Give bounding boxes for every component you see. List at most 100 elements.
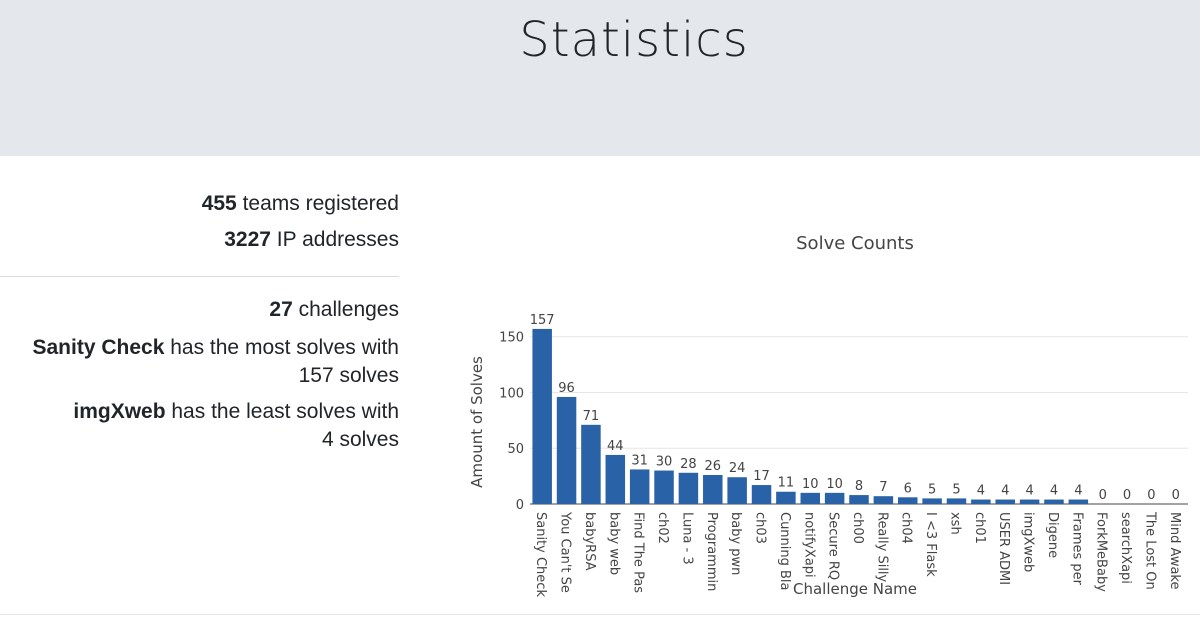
x-tick-label: ch03 xyxy=(753,512,768,544)
bar-data-label: 4 xyxy=(977,484,985,499)
bar-data-label: 7 xyxy=(879,480,887,495)
teams-registered: 455 teams registered xyxy=(0,190,399,218)
challenges-total: 27 challenges xyxy=(0,296,399,324)
bar xyxy=(654,470,674,504)
challenges-count: 27 xyxy=(269,298,293,321)
y-tick-label: 0 xyxy=(516,498,524,513)
bar xyxy=(995,499,1015,504)
x-tick-label: babyRSA xyxy=(582,512,597,571)
x-tick-label: Luna - 3 xyxy=(679,512,694,565)
x-axis-label: Challenge Name xyxy=(793,580,917,598)
bar xyxy=(897,497,918,504)
most-solved: Sanity Check has the most solves with xyxy=(0,334,400,362)
least-solved-count: 4 solves xyxy=(321,428,399,451)
bar xyxy=(800,492,821,504)
stats-divider xyxy=(0,276,399,277)
bar xyxy=(581,424,601,504)
most-solved-name: Sanity Check xyxy=(32,336,165,359)
x-tick-label: imgXweb xyxy=(1021,512,1036,572)
x-tick-label: baby web xyxy=(606,512,621,575)
bar-data-label: 0 xyxy=(1123,488,1131,503)
least-solved: imgXweb has the least solves with xyxy=(0,398,399,426)
bar xyxy=(922,498,942,504)
bar xyxy=(605,454,626,504)
x-tick-label: Mind Awake xyxy=(1167,512,1182,589)
stats-summary: 455 teams registered 3227 IP addresses xyxy=(0,190,399,254)
most-solved-text: has the most solves with xyxy=(164,336,399,359)
x-tick-label: Programmin xyxy=(704,512,719,591)
bar-data-label: 0 xyxy=(1147,488,1155,503)
bar xyxy=(532,328,552,504)
x-tick-label: Frames per xyxy=(1069,512,1084,586)
bar-data-label: 157 xyxy=(530,313,555,328)
bar-data-label: 28 xyxy=(680,457,697,472)
x-tick-label: xsh xyxy=(947,512,962,535)
x-tick-label: Secure RQ xyxy=(826,512,841,580)
challenge-summary: 27 challenges Sanity Check has the most … xyxy=(0,296,400,454)
bar-data-label: 11 xyxy=(778,476,795,491)
least-solved-name: imgXweb xyxy=(73,400,166,423)
bar xyxy=(678,472,699,504)
bottom-divider xyxy=(0,614,1200,615)
bar-data-label: 10 xyxy=(826,477,843,492)
bar xyxy=(1068,499,1089,504)
bar xyxy=(556,396,577,504)
bar xyxy=(776,491,796,504)
x-tick-label: ch02 xyxy=(655,512,670,544)
most-solved-count: 157 solves xyxy=(298,364,399,387)
bar xyxy=(727,477,747,504)
bar xyxy=(703,475,723,504)
bar xyxy=(849,495,869,504)
x-tick-label: searchXapi xyxy=(1118,512,1133,584)
x-tick-label: ch01 xyxy=(972,512,987,544)
y-tick-label: 50 xyxy=(507,442,524,457)
bar-data-label: 31 xyxy=(631,453,648,468)
x-tick-label: Find The Pas xyxy=(631,512,646,593)
least-solved-text: has the least solves with xyxy=(165,400,399,423)
x-tick-label: I <3 Flask xyxy=(923,512,938,577)
x-tick-label: notifyXapi xyxy=(801,512,816,578)
x-tick-label: USER ADMI xyxy=(996,512,1011,585)
bar-data-label: 0 xyxy=(1172,488,1180,503)
bar-data-label: 4 xyxy=(1050,484,1058,499)
bar xyxy=(824,492,845,504)
bar xyxy=(1044,499,1064,504)
bar xyxy=(971,499,991,504)
x-tick-label: Really Silly xyxy=(874,512,889,583)
bar-data-label: 5 xyxy=(952,482,960,497)
y-tick-label: 150 xyxy=(499,331,524,346)
bar-data-label: 4 xyxy=(1001,484,1009,499)
x-tick-label: ch00 xyxy=(850,512,865,544)
bar-data-label: 44 xyxy=(607,439,624,454)
bar xyxy=(946,498,967,504)
y-axis-label: Amount of Solves xyxy=(468,356,486,488)
y-tick-label: 100 xyxy=(499,386,524,401)
bar-data-label: 96 xyxy=(558,381,575,396)
x-tick-label: You Can't Se xyxy=(558,511,573,593)
bar-data-label: 4 xyxy=(1074,484,1082,499)
bar xyxy=(1019,499,1040,504)
bar-data-label: 4 xyxy=(1025,484,1033,499)
x-tick-label: ForkMeBaby xyxy=(1094,512,1109,592)
bar-data-label: 10 xyxy=(802,477,819,492)
bar-data-label: 5 xyxy=(928,482,936,497)
x-tick-label: The Lost On xyxy=(1142,511,1157,590)
ip-addresses: 3227 IP addresses xyxy=(0,226,399,254)
page-title: Statistics xyxy=(519,12,749,68)
bar-data-label: 26 xyxy=(705,459,722,474)
x-tick-label: ch04 xyxy=(899,512,914,544)
x-tick-label: baby pwn xyxy=(728,512,743,575)
bar xyxy=(629,469,650,504)
x-tick-label: Sanity Check xyxy=(533,512,548,597)
bar xyxy=(873,496,894,504)
bar-data-label: 6 xyxy=(904,481,912,496)
chart-title: Solve Counts xyxy=(796,233,914,254)
bar-data-label: 8 xyxy=(855,479,863,494)
teams-text: teams registered xyxy=(236,192,399,215)
teams-count: 455 xyxy=(201,192,237,215)
bar-data-label: 17 xyxy=(753,469,770,484)
x-tick-label: Digene xyxy=(1045,512,1060,558)
page-header: Statistics xyxy=(0,0,1200,156)
challenges-text: challenges xyxy=(292,298,399,321)
